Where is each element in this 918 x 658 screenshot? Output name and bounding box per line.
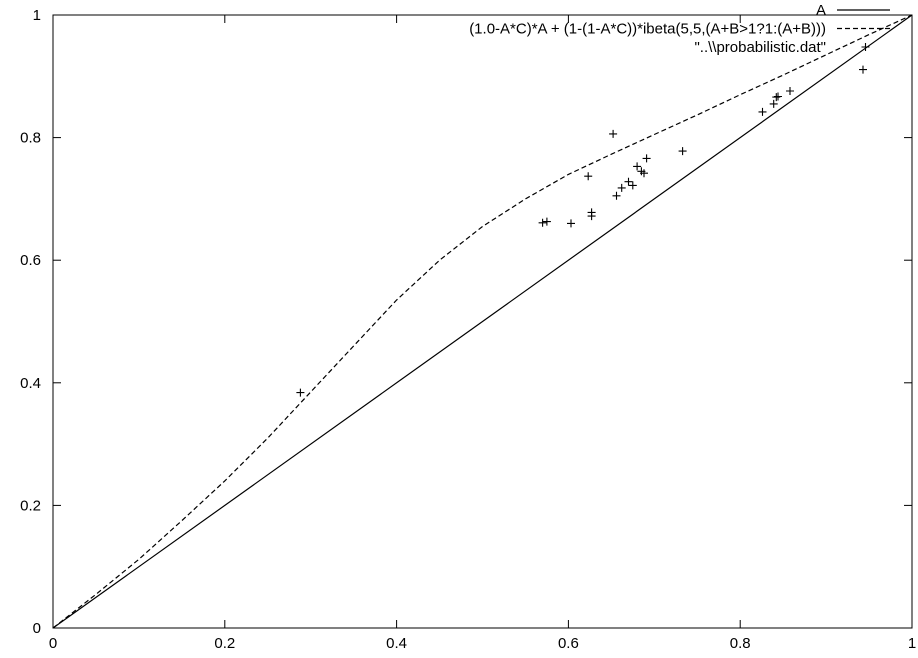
scatter-point [617, 183, 626, 192]
legend-label: "..\\probabilistic.dat" [694, 39, 826, 56]
scatter-point [612, 191, 621, 200]
series-layer [52, 14, 913, 629]
legend-label: (1.0-A*C)*A + (1-(1-A*C))*ibeta(5,5,(A+B… [469, 21, 826, 38]
x-tick-label: 0.2 [214, 635, 235, 652]
y-tick-label: 0.4 [20, 375, 41, 392]
scatter-point [633, 162, 642, 171]
scatter-point [538, 218, 547, 227]
series-line-ibeta-curve [52, 14, 913, 629]
scatter-point [678, 147, 687, 156]
scatter-point [769, 99, 778, 108]
scatter-point [640, 169, 648, 178]
scatter-point [584, 172, 593, 181]
x-tick-label: 0.6 [558, 635, 579, 652]
scatter-point [758, 107, 767, 116]
scatter-point [786, 87, 794, 95]
scatter-point [642, 154, 651, 163]
plot-frame [52, 14, 913, 629]
x-tick-label: 0.4 [386, 635, 407, 652]
series-line-A [52, 14, 913, 629]
series-scatter-probabilistic [296, 65, 867, 397]
scatter-point [609, 129, 618, 138]
y-tick-label: 0.6 [20, 252, 41, 269]
scatter-point [567, 219, 575, 228]
y-tick-label: 0.8 [20, 130, 41, 147]
legend-sample-marker [861, 43, 870, 51]
x-tick-label: 0.8 [730, 635, 751, 652]
scatter-point [772, 93, 781, 102]
scatter-point [774, 92, 782, 101]
x-tick-label: 1 [908, 635, 916, 652]
scatter-point [859, 65, 867, 74]
y-tick-label: 1 [33, 7, 41, 24]
legend-label: A [816, 2, 826, 19]
scatter-point [624, 177, 633, 186]
scatter-point [296, 388, 305, 397]
scatter-point [542, 217, 551, 226]
axis-tick-labels: 0 0.2 0.4 0.6 0.8 1 0 0.2 0.4 0.6 0.8 1 [20, 7, 916, 652]
scatter-point [628, 181, 637, 190]
y-tick-label: 0.2 [20, 497, 41, 514]
y-tick-label: 0 [33, 620, 41, 637]
scatter-point [587, 208, 596, 217]
x-tick-label: 0 [49, 635, 57, 652]
legend: A (1.0-A*C)*A + (1-(1-A*C))*ibeta(5,5,(A+… [469, 2, 890, 56]
